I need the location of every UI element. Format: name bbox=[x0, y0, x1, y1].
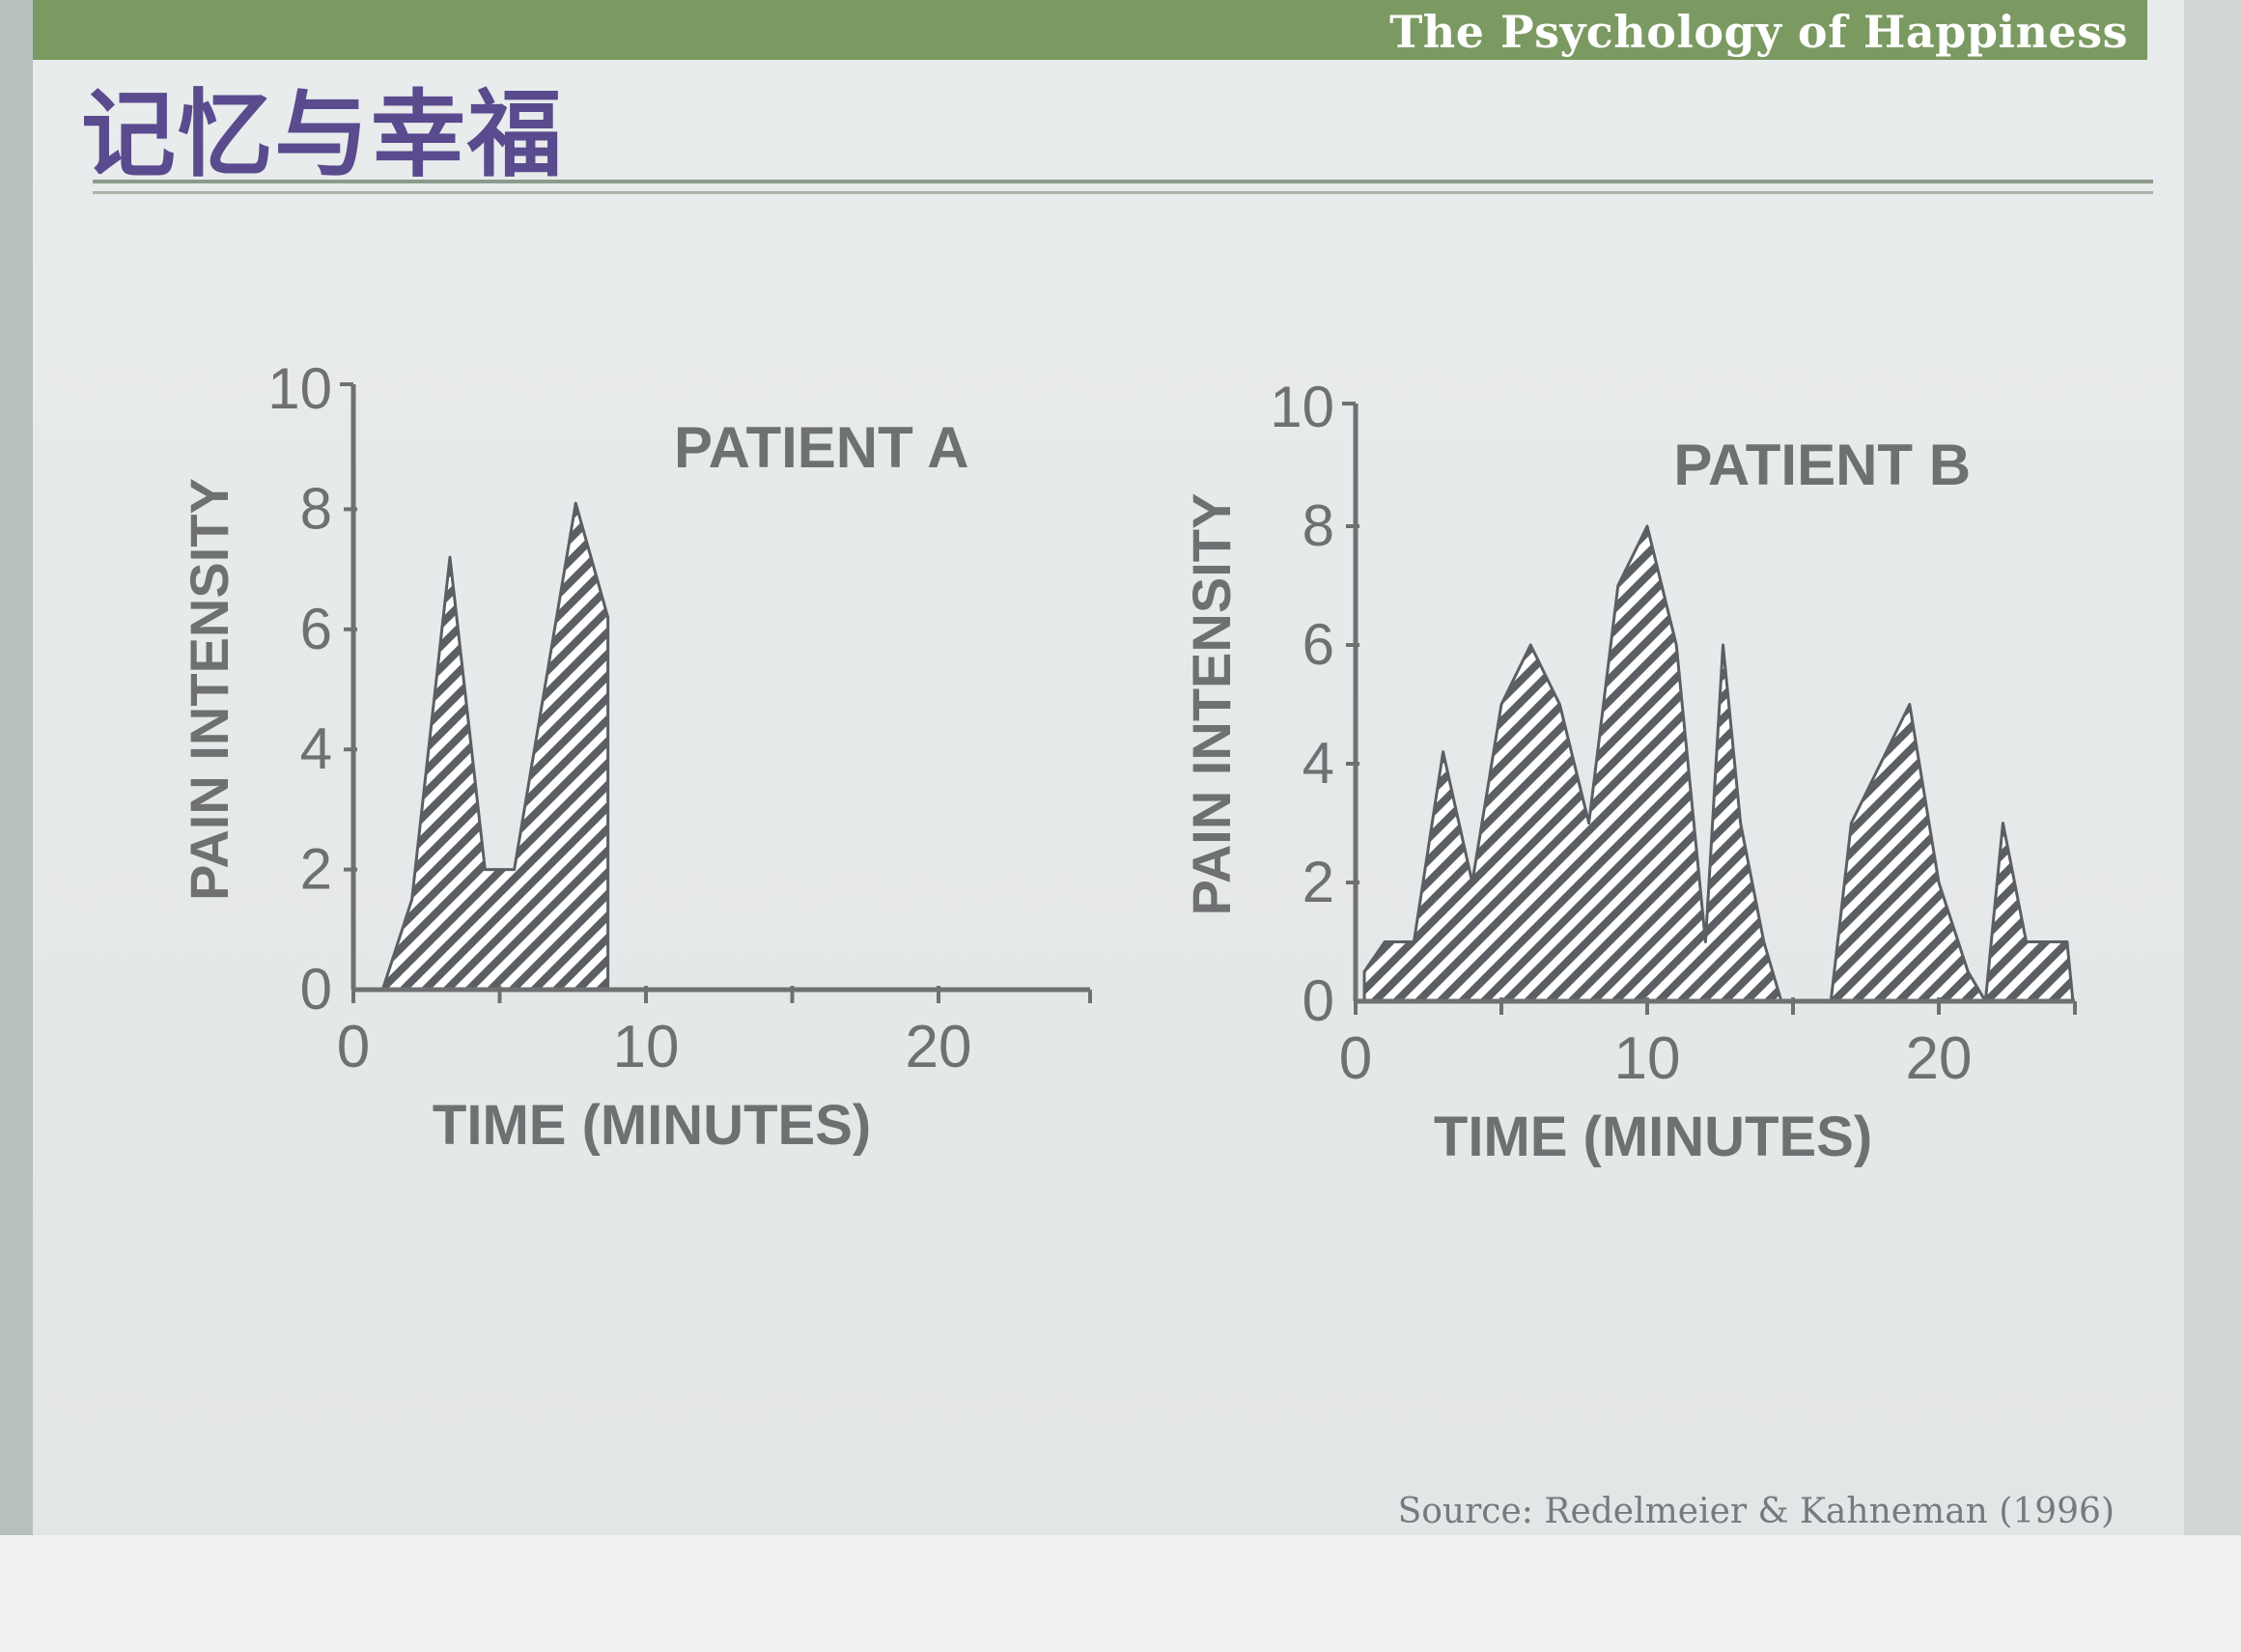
chart-title: PATIENT A bbox=[674, 415, 969, 480]
chart-title: PATIENT B bbox=[1673, 433, 1971, 497]
x-tick-label: 20 bbox=[1906, 1025, 1973, 1092]
course-title: The Psychology of Happiness bbox=[1389, 6, 2128, 58]
chart-patient-b: 0 2 4 6 8 10 0 10 20 TIME (MINUTES) PAIN INTENSITY… bbox=[1181, 375, 2077, 1168]
pain-area-series bbox=[1362, 524, 2075, 1003]
y-tick-label: 10 bbox=[1270, 375, 1334, 439]
y-tick-label: 2 bbox=[300, 837, 332, 902]
y-tick-label: 6 bbox=[300, 597, 332, 661]
x-axis-title: TIME (MINUTES) bbox=[433, 1094, 871, 1157]
x-tick-label: 0 bbox=[337, 1014, 370, 1080]
x-tick-label: 20 bbox=[906, 1014, 972, 1080]
frame-left bbox=[0, 0, 33, 1652]
floor-area bbox=[0, 1535, 2241, 1652]
y-axis-title: PAIN INTENSITY bbox=[1181, 493, 1242, 916]
slide-title: 记忆与幸福 bbox=[81, 80, 565, 190]
frame-right bbox=[2184, 0, 2241, 1652]
y-tick-label: 10 bbox=[267, 356, 332, 421]
x-tick-label: 10 bbox=[613, 1014, 680, 1080]
x-tick-label: 10 bbox=[1614, 1025, 1681, 1092]
y-tick-label: 2 bbox=[1303, 850, 1334, 914]
source-citation: Source: Redelmeier & Kahneman (1996) bbox=[1397, 1492, 2115, 1531]
header-band: The Psychology of Happiness bbox=[33, 0, 2147, 60]
x-tick-label: 0 bbox=[1339, 1025, 1372, 1092]
y-tick-label: 0 bbox=[1303, 968, 1334, 1033]
y-axis-title: PAIN INTENSITY bbox=[179, 478, 239, 901]
slide: The Psychology of Happiness 记忆与幸福 0 2 4 6 8 1… bbox=[33, 0, 2184, 1535]
y-tick-label: 4 bbox=[1303, 731, 1334, 796]
chart-patient-a: 0 2 4 6 8 10 0 10 20 TIME (MINUTES) PAIN INTENSITY… bbox=[179, 356, 1092, 1157]
y-tick-label: 8 bbox=[1303, 493, 1334, 558]
pain-area-series bbox=[380, 501, 610, 992]
y-tick-label: 6 bbox=[1303, 612, 1334, 677]
y-tick-label: 0 bbox=[300, 957, 332, 1022]
x-axis-title: TIME (MINUTES) bbox=[1434, 1106, 1872, 1168]
title-rule-secondary bbox=[93, 191, 2153, 194]
title-rule bbox=[93, 180, 2153, 183]
y-tick-label: 4 bbox=[300, 716, 332, 781]
y-tick-label: 8 bbox=[300, 476, 332, 541]
